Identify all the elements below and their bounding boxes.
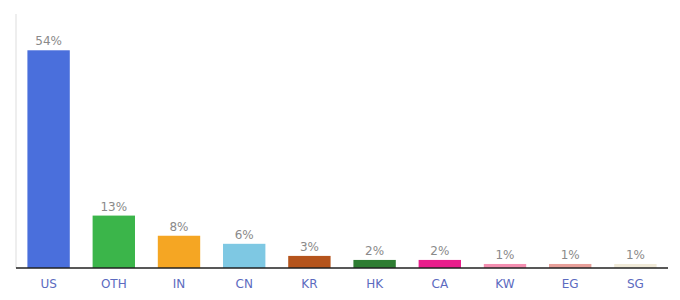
plot: 54% 13% 8% 6% 3% 2% 2% 1% 1% 1% US OTH IN CN KR HK CA KW E… [16,14,668,291]
x-tick-label: EG [562,277,579,291]
data-label: 1% [561,248,580,262]
data-label: 13% [100,200,127,214]
x-tick-label: OTH [101,277,127,291]
x-tick-label: KW [495,277,514,291]
x-axis-line [16,267,668,269]
chart-svg: 54% 13% 8% 6% 3% 2% 2% 1% 1% 1% US OTH IN CN KR HK CA KW E… [0,0,680,300]
x-tick-label: CA [432,277,449,291]
data-label: 6% [235,228,254,242]
bars [27,50,656,268]
data-labels: 54% 13% 8% 6% 3% 2% 2% 1% 1% 1% [35,34,645,262]
bar [27,50,69,268]
x-tick-label: HK [366,277,384,291]
data-label: 3% [300,240,319,254]
y-axis-line [16,14,17,268]
data-label: 1% [626,248,645,262]
data-label: 2% [365,244,384,258]
x-tick-label: KR [301,277,317,291]
bar [223,244,265,268]
bar [288,256,330,268]
x-tick-label: IN [173,277,186,291]
data-label: 2% [430,244,449,258]
bar [419,260,461,268]
data-label: 1% [495,248,514,262]
x-tick-label: US [40,277,56,291]
x-tick-labels: US OTH IN CN KR HK CA KW EG SG [40,277,643,291]
bar [158,236,200,268]
bar [353,260,395,268]
x-tick-label: CN [236,277,253,291]
data-label: 54% [35,34,62,48]
data-label: 8% [169,220,188,234]
x-tick-label: SG [627,277,644,291]
chart-container: 54% 13% 8% 6% 3% 2% 2% 1% 1% 1% US OTH IN CN KR HK CA KW E… [0,0,680,300]
page: {"chart_data": {"type": "bar", "categori… [0,0,680,300]
bar [93,216,135,268]
